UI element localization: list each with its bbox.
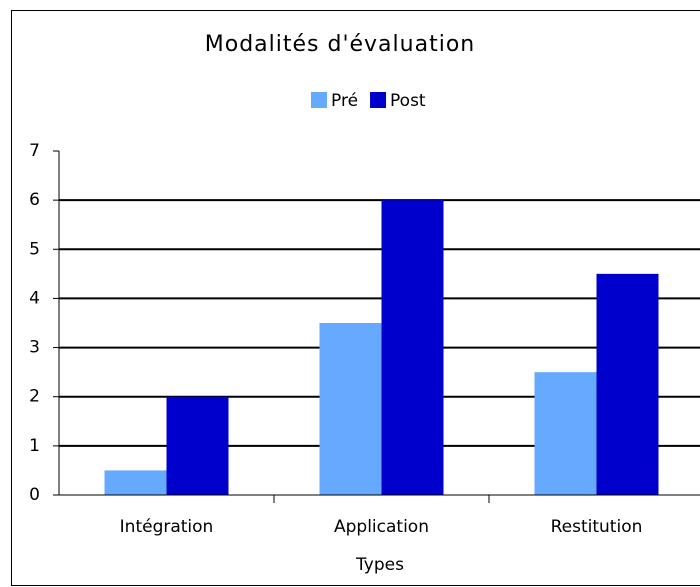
- bar: [596, 273, 659, 495]
- chart-title: Modalités d'évaluation: [205, 32, 475, 57]
- bar: [534, 372, 597, 495]
- x-tick-label: Intégration: [120, 517, 214, 537]
- bar: [166, 396, 229, 495]
- legend-label: Post: [390, 91, 426, 111]
- legend-label: Pré: [331, 91, 358, 111]
- y-tick-label: 0: [29, 485, 40, 505]
- legend-swatch: [311, 92, 327, 108]
- y-tick-label: 4: [29, 288, 40, 308]
- y-tick-label: 5: [29, 239, 40, 259]
- x-tick-label: Application: [334, 517, 429, 537]
- x-axis-label: Types: [355, 555, 404, 575]
- bar: [381, 200, 444, 495]
- y-tick-label: 7: [29, 141, 40, 161]
- legend-swatch: [370, 92, 387, 108]
- y-tick-label: 2: [29, 387, 40, 407]
- bar: [319, 323, 382, 495]
- bar: [104, 470, 167, 495]
- x-tick-label: Restitution: [551, 517, 643, 537]
- y-tick-label: 3: [29, 338, 40, 358]
- y-tick-label: 1: [29, 436, 40, 456]
- y-tick-label: 6: [29, 190, 40, 210]
